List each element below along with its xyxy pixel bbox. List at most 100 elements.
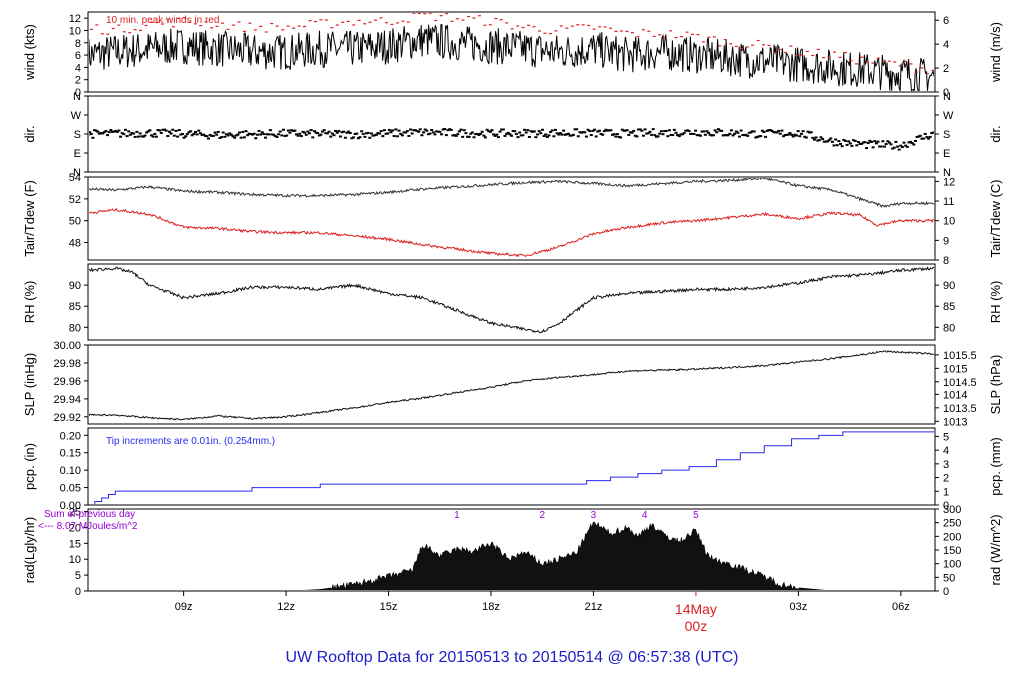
direction-point xyxy=(834,138,838,141)
direction-point xyxy=(202,133,206,136)
rh-right-tick-label: 85 xyxy=(943,301,955,313)
direction-point xyxy=(588,130,592,133)
direction-point xyxy=(782,135,786,138)
direction-point xyxy=(900,146,904,149)
dir-right-tick-label: N xyxy=(943,91,951,103)
direction-point xyxy=(303,131,307,134)
direction-point xyxy=(470,131,474,134)
direction-point xyxy=(316,132,320,135)
direction-point xyxy=(89,133,93,136)
direction-point xyxy=(620,128,624,131)
rh-right-tick-label: 80 xyxy=(943,322,955,334)
direction-point xyxy=(804,136,808,139)
rad-left-tick-label: 0 xyxy=(75,586,81,598)
direction-point xyxy=(94,129,98,132)
direction-point xyxy=(208,133,212,136)
direction-point xyxy=(661,133,665,136)
direction-point xyxy=(571,133,575,136)
direction-point xyxy=(420,134,424,137)
pcp-right-tick-label: 5 xyxy=(943,431,949,443)
direction-point xyxy=(716,128,720,131)
temp-right-tick-label: 11 xyxy=(943,196,954,208)
radiation-marker-label: 2 xyxy=(539,510,545,521)
direction-point xyxy=(472,136,476,139)
direction-point xyxy=(760,129,764,132)
direction-point xyxy=(610,133,614,136)
radiation-area xyxy=(304,521,826,590)
direction-point xyxy=(667,129,671,132)
direction-point xyxy=(705,130,709,133)
direction-point xyxy=(200,133,204,136)
direction-point xyxy=(461,135,465,138)
direction-point xyxy=(454,134,458,137)
direction-point xyxy=(635,135,639,138)
rad-left-tick-label: 10 xyxy=(69,554,81,566)
pcp-left-tick-label: 0.20 xyxy=(60,430,81,442)
direction-point xyxy=(154,135,158,138)
direction-point xyxy=(308,132,312,135)
direction-point xyxy=(617,135,621,138)
direction-point xyxy=(698,134,702,137)
rad-right-tick-label: 200 xyxy=(943,531,961,543)
direction-point xyxy=(736,131,740,134)
direction-point xyxy=(474,133,478,136)
direction-point xyxy=(304,133,308,136)
direction-point xyxy=(355,132,359,135)
direction-point xyxy=(166,135,170,138)
direction-point xyxy=(498,130,502,133)
direction-point xyxy=(158,129,162,132)
direction-point xyxy=(291,129,295,132)
direction-point xyxy=(456,133,460,136)
direction-point xyxy=(570,134,574,137)
direction-point xyxy=(871,146,875,149)
direction-point xyxy=(251,133,255,136)
direction-point xyxy=(856,140,860,143)
wind-right-tick-label: 4 xyxy=(943,39,949,51)
direction-point xyxy=(439,133,443,136)
direction-point xyxy=(448,128,452,131)
direction-point xyxy=(560,133,564,136)
direction-point xyxy=(444,134,448,137)
direction-point xyxy=(128,133,132,136)
direction-point xyxy=(110,130,114,133)
direction-point xyxy=(338,135,342,138)
direction-point xyxy=(659,130,663,133)
direction-point xyxy=(558,132,562,135)
direction-point xyxy=(239,136,243,139)
time-tick-label: 03z xyxy=(790,601,808,613)
direction-point xyxy=(223,135,227,138)
direction-point xyxy=(221,131,225,134)
direction-point xyxy=(215,133,219,136)
direction-point xyxy=(469,132,473,135)
direction-point xyxy=(423,128,427,131)
panel-temp: 48 50 52 54 8 9 10 11 12 Tair/Tdew (F) Tair/Tdew (… xyxy=(22,172,1003,267)
direction-point xyxy=(689,132,693,135)
direction-point xyxy=(835,144,839,147)
pcp-ylabel: pcp. (in) xyxy=(22,443,37,490)
direction-point xyxy=(125,135,129,138)
direction-point xyxy=(516,136,520,139)
direction-point xyxy=(413,129,417,132)
direction-point xyxy=(879,145,883,148)
direction-point xyxy=(422,131,426,134)
direction-point xyxy=(400,134,404,137)
direction-point xyxy=(614,135,618,138)
direction-point xyxy=(545,135,549,138)
direction-point xyxy=(283,134,287,137)
wind-annotation: 10 min. peak winds in red xyxy=(106,15,219,26)
direction-point xyxy=(865,147,869,150)
direction-point xyxy=(177,129,181,132)
direction-point xyxy=(233,136,237,139)
direction-point xyxy=(376,132,380,135)
direction-point xyxy=(457,130,461,133)
slp-left-tick-label: 29.96 xyxy=(53,376,81,388)
direction-point xyxy=(755,135,759,138)
direction-point xyxy=(449,128,453,131)
direction-point xyxy=(506,131,510,134)
direction-point xyxy=(511,129,515,132)
rad-right-tick-label: 300 xyxy=(943,504,961,516)
direction-point xyxy=(378,132,382,135)
direction-point xyxy=(847,140,851,143)
wind-left-tick-label: 4 xyxy=(75,62,81,74)
